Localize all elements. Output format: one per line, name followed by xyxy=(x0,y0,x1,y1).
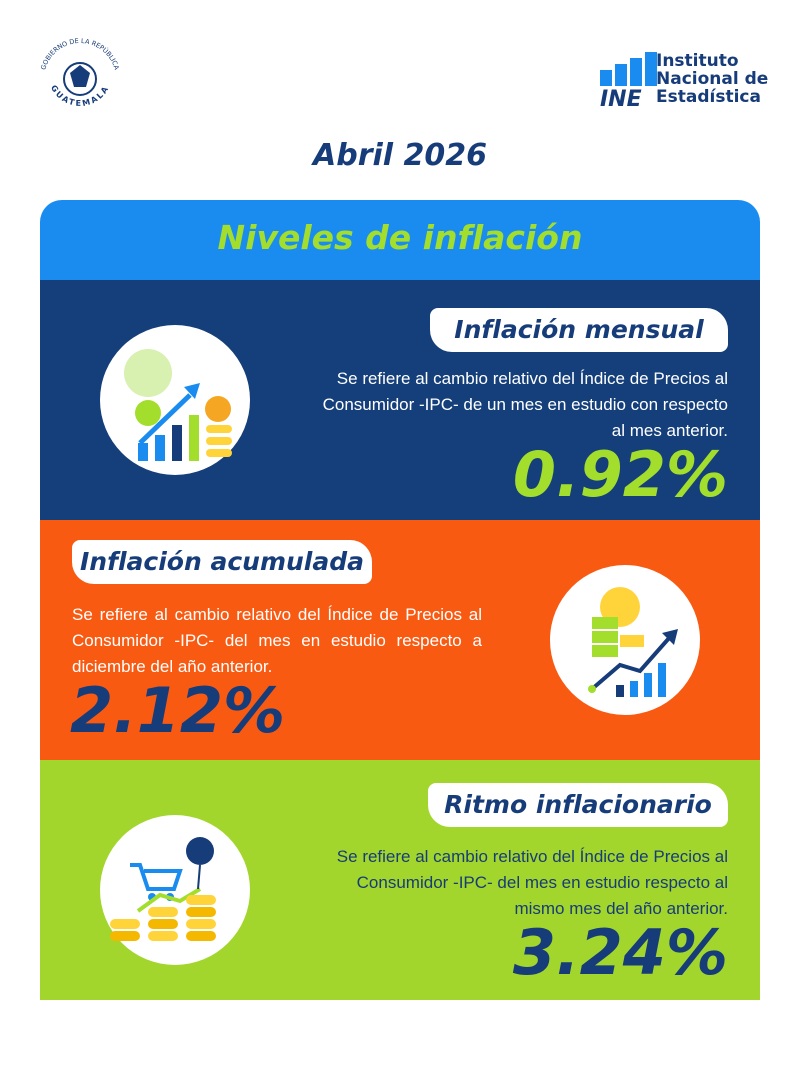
section-title: Inflación mensual xyxy=(430,308,728,352)
section-value: 0.92% xyxy=(512,438,728,511)
icon xyxy=(124,349,232,461)
ine-name: Instituto Nacional de Estadística xyxy=(656,52,768,106)
panel-header: Niveles de inflación xyxy=(40,200,760,280)
ine-logo-bars: INE xyxy=(600,52,657,108)
section-title: Inflación acumulada xyxy=(72,540,372,584)
icon xyxy=(110,837,216,941)
section-monthly: Inflación mensual Se refiere al cambio r… xyxy=(40,280,760,520)
icon xyxy=(588,587,678,697)
ine-name-line: Estadística xyxy=(656,87,761,107)
icon-circle xyxy=(100,815,250,965)
section-description: Se refiere al cambio relativo del Índice… xyxy=(322,369,728,440)
icon-circle xyxy=(100,325,250,475)
section-title: Ritmo inflacionario xyxy=(428,783,728,827)
ine-name-line: Nacional de xyxy=(656,69,769,89)
gov-seal: GOBIERNO DE LA REPÚBLICA GUATEMALA xyxy=(39,37,121,108)
section-accumulated: Inflación acumulada Se refiere al cambio… xyxy=(40,520,760,760)
section-value: 2.12% xyxy=(70,674,286,747)
date: Abril 2026 xyxy=(313,138,487,173)
ine-acronym: INE xyxy=(600,87,642,108)
section-description: Se refiere al cambio relativo del Índice… xyxy=(336,847,728,918)
icon-circle xyxy=(550,565,700,715)
section-description: Se refiere al cambio relativo del Índice… xyxy=(72,605,482,676)
section-value: 3.24% xyxy=(512,916,728,989)
panel-title: Niveles de inflación xyxy=(217,218,583,257)
ine-name-line: Instituto xyxy=(656,51,739,71)
section-rate: Ritmo inflacionario Se refiere al cambio… xyxy=(40,760,760,1000)
